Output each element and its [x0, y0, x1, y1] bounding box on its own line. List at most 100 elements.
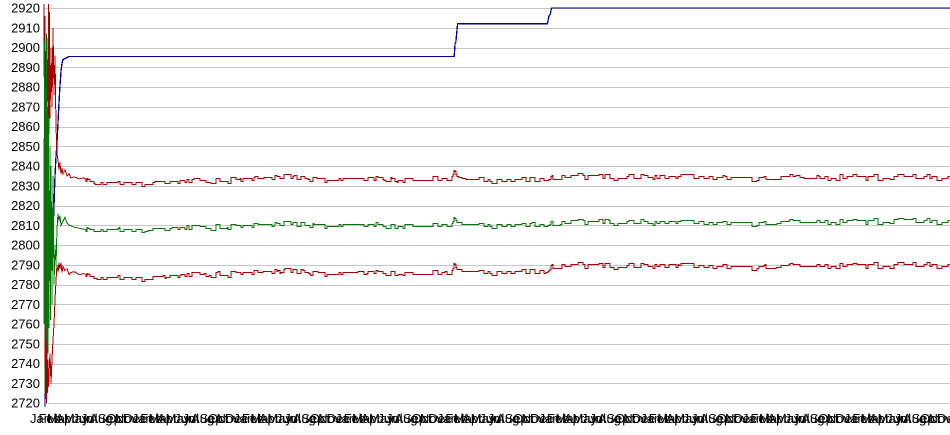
x-axis-label: May [369, 411, 394, 426]
x-axis-label: Aug [700, 411, 723, 426]
y-axis-label: 2790 [11, 257, 40, 272]
y-axis-label: 2740 [11, 356, 40, 371]
x-axis-label: Oct [615, 411, 636, 426]
y-axis-label: 2730 [11, 376, 40, 391]
x-axis-label: Jan [30, 411, 51, 426]
x-axis-label: Mar [250, 411, 273, 426]
x-axis-label: Oct [818, 411, 839, 426]
x-axis-label: Jun [683, 411, 704, 426]
y-axis-label: 2840 [11, 159, 40, 174]
x-axis-label: Oct [310, 411, 331, 426]
x-axis-label: Feb [547, 411, 569, 426]
x-axis-label: Sep [403, 411, 426, 426]
y-axis-label: 2920 [11, 1, 40, 16]
x-axis-label: Feb [242, 411, 264, 426]
x-axis-label: Dec [632, 411, 656, 426]
x-axis-label: Mar [352, 411, 375, 426]
x-axis-label: Dec [123, 411, 147, 426]
x-axis-label: Jun [174, 411, 195, 426]
x-axis-label: Oct [717, 411, 738, 426]
x-axis-label: Aug [293, 411, 316, 426]
y-axis-label: 2770 [11, 297, 40, 312]
x-axis-label: Mar [657, 411, 680, 426]
x-axis-label: Nov [420, 411, 444, 426]
x-axis-label: Jun [479, 411, 500, 426]
x-axis-label: Nov [216, 411, 240, 426]
x-axis-label: Apr [869, 411, 890, 426]
x-axis-label: Nov [827, 411, 851, 426]
x-axis-label: Dec [225, 411, 249, 426]
x-axis-label: Apr [259, 411, 280, 426]
x-axis-label: Oct [208, 411, 229, 426]
x-axis-label: Jun [72, 411, 93, 426]
y-axis-label: 2870 [11, 99, 40, 114]
x-axis-label: Apr [564, 411, 585, 426]
x-axis-label: Apr [361, 411, 382, 426]
x-axis-label: May [776, 411, 801, 426]
x-axis-label: Jun [378, 411, 399, 426]
x-axis-label: Aug [191, 411, 214, 426]
series-green-mid-band-line [43, 33, 950, 394]
x-axis-label: Dec [835, 411, 859, 426]
x-axis-label: May [674, 411, 699, 426]
x-axis-label: Mar [454, 411, 477, 426]
x-axis-label: Dec [327, 411, 351, 426]
x-axis-label: Nov [928, 411, 950, 426]
x-axis-label: Oct [411, 411, 432, 426]
x-axis-label: Sep [98, 411, 121, 426]
x-axis-label: Dec [428, 411, 452, 426]
x-axis-label: Nov [115, 411, 139, 426]
x-axis-label: Feb [445, 411, 467, 426]
x-axis-label: Feb [750, 411, 772, 426]
x-axis-label: Sep [505, 411, 528, 426]
x-axis-label: Dec [734, 411, 758, 426]
y-axis-label: 2900 [11, 40, 40, 55]
x-axis-label: Apr [55, 411, 76, 426]
x-axis-label: Feb [649, 411, 671, 426]
x-axis-label: Jan [335, 411, 356, 426]
x-axis-label: Jan [640, 411, 661, 426]
x-axis-label: Aug [89, 411, 112, 426]
x-axis-label: Oct [513, 411, 534, 426]
x-axis-label: Jan [844, 411, 865, 426]
x-axis-label: Nov [725, 411, 749, 426]
x-axis-label: Jun [784, 411, 805, 426]
x-axis-label: Jan [132, 411, 153, 426]
x-axis-label: Jul [284, 411, 301, 426]
y-axis-label: 2890 [11, 60, 40, 75]
x-axis-label: Jun [581, 411, 602, 426]
x-axis-label: Sep [708, 411, 731, 426]
x-axis-label: Oct [920, 411, 941, 426]
y-axis-label: 2820 [11, 198, 40, 213]
x-axis-label: Apr [666, 411, 687, 426]
gridlines [44, 8, 950, 404]
x-axis-label: May [267, 411, 292, 426]
x-axis-label: Mar [47, 411, 70, 426]
x-axis-label: Jul [81, 411, 98, 426]
x-axis-label: Apr [157, 411, 178, 426]
x-axis-label: May [166, 411, 191, 426]
x-axis-label: Apr [767, 411, 788, 426]
x-axis-label: Mar [556, 411, 579, 426]
x-axis-label: Feb [140, 411, 162, 426]
x-axis-label: Nov [623, 411, 647, 426]
y-axis: 2920 2910 2900 2890 2880 2870 2860 2850 2840 2830… [11, 1, 40, 411]
y-axis-label: 2780 [11, 277, 40, 292]
x-axis-label: Apr [462, 411, 483, 426]
x-axis-label: Aug [801, 411, 824, 426]
x-axis-label: Jul [895, 411, 912, 426]
x-axis-label: Mar [861, 411, 884, 426]
x-axis-label: Feb [852, 411, 874, 426]
y-axis-label: 2850 [11, 139, 40, 154]
x-axis-label: Jul [589, 411, 606, 426]
y-axis-label: 2830 [11, 178, 40, 193]
y-axis-label: 2800 [11, 238, 40, 253]
x-axis-label: Nov [318, 411, 342, 426]
x-axis-label: Dec [937, 411, 950, 426]
x-axis: JanFebMarAprMayJunJulAugSepOctNovDecJanF… [30, 411, 950, 426]
x-axis-label: Sep [810, 411, 833, 426]
x-axis-label: Jun [276, 411, 297, 426]
x-axis-label: Jan [742, 411, 763, 426]
